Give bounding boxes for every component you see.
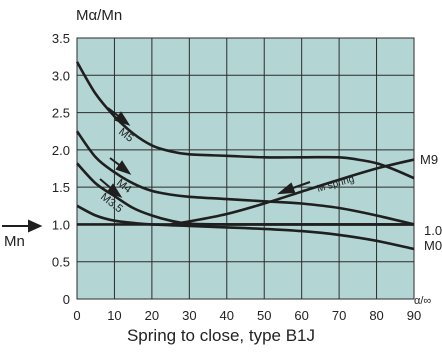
y-tick-label: 2.0 [52, 143, 70, 158]
y-tick-label: 3.0 [52, 68, 70, 83]
label-m0: M0 [424, 238, 442, 253]
y-axis-label: Mα/Mn [76, 7, 122, 24]
label-m9: M9 [420, 152, 438, 167]
y-tick-label: 0.5 [52, 255, 70, 270]
x-axis-label: α/∞ [414, 295, 431, 307]
x-tick-label: 80 [369, 308, 383, 323]
y-tick-label: 3.5 [52, 31, 70, 46]
m5-arrow-head [114, 111, 131, 126]
x-tick-label: 10 [107, 308, 121, 323]
mspring-arrow-head [276, 182, 296, 195]
chart-caption: Spring to close, type B1J [126, 326, 316, 345]
y-tick-label: 2.5 [52, 106, 70, 121]
m4-arrow-head [115, 160, 132, 175]
series-line-m4 [75, 130, 415, 226]
label-1-0: 1.0 [424, 223, 442, 238]
mn-arrow-head [28, 219, 43, 233]
label-mn: Mn [4, 233, 25, 250]
y-tick-label: 1.5 [52, 180, 70, 195]
x-tick-label: 60 [294, 308, 308, 323]
x-tick-label: 50 [257, 308, 271, 323]
x-tick-label: 70 [332, 308, 346, 323]
x-tick-label: 90 [407, 308, 421, 323]
x-tick-label: 30 [182, 308, 196, 323]
series-line-m-spring [170, 158, 415, 226]
x-tick-label: 0 [73, 308, 80, 323]
series-line-m0 [76, 204, 415, 251]
y-tick-label: 0 [63, 292, 70, 307]
y-tick-label: 1.0 [52, 217, 70, 232]
tick-labels: 0 10 20 30 40 50 60 70 80 90 0 0.5 1.0 1.5 2.0 2.5 3.0 3.… [52, 31, 421, 323]
x-tick-label: 40 [220, 308, 234, 323]
plot-area [76, 37, 415, 300]
m35-arrow-head [106, 183, 123, 198]
x-tick-label: 20 [145, 308, 159, 323]
